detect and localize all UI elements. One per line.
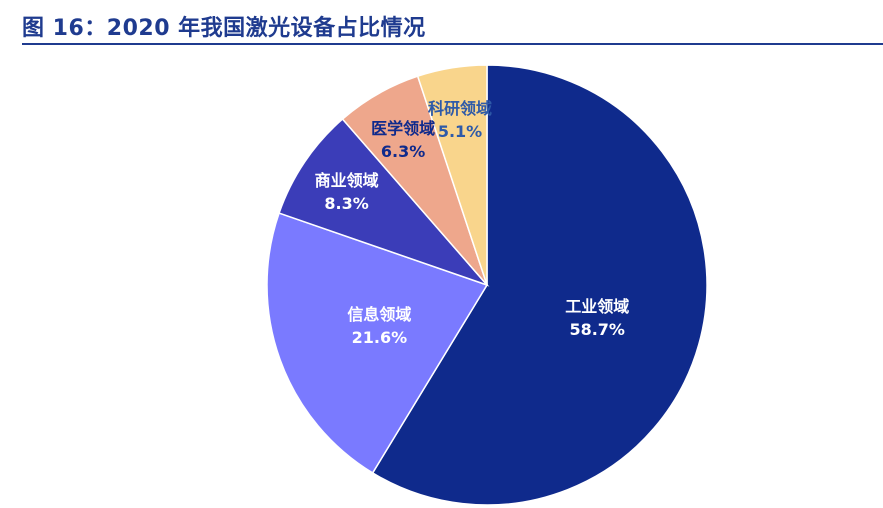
title-underline: [22, 43, 883, 45]
pie-labels: 工业领域 58.7% 信息领域 21.6% 商业领域 8.3% 医学领域 6.3% 科研领域 5.…: [315, 99, 630, 347]
pie-slice-2: [266, 212, 489, 474]
slice-category-label: 科研领域: [428, 99, 492, 118]
slice-value-label: 58.7%: [569, 320, 625, 339]
slice-value-label: 6.3%: [381, 142, 425, 161]
pie-slice-1: [371, 64, 708, 506]
slice-category-label: 医学领域: [371, 119, 435, 138]
slice-value-label: 21.6%: [352, 328, 408, 347]
pie-slice-5: [416, 64, 488, 286]
figure-header: 图 16：2020 年我国激光设备占比情况: [22, 8, 883, 45]
figure-title: 图 16：2020 年我国激光设备占比情况: [22, 16, 426, 41]
slice-value-label: 8.3%: [324, 194, 368, 213]
slice-category-label: 商业领域: [315, 171, 379, 190]
pie-slices: [266, 64, 708, 506]
slice-value-label: 5.1%: [438, 122, 482, 141]
pie-slice-3: [278, 118, 490, 287]
slice-category-label: 工业领域: [565, 297, 629, 316]
slice-category-label: 信息领域: [347, 305, 411, 324]
